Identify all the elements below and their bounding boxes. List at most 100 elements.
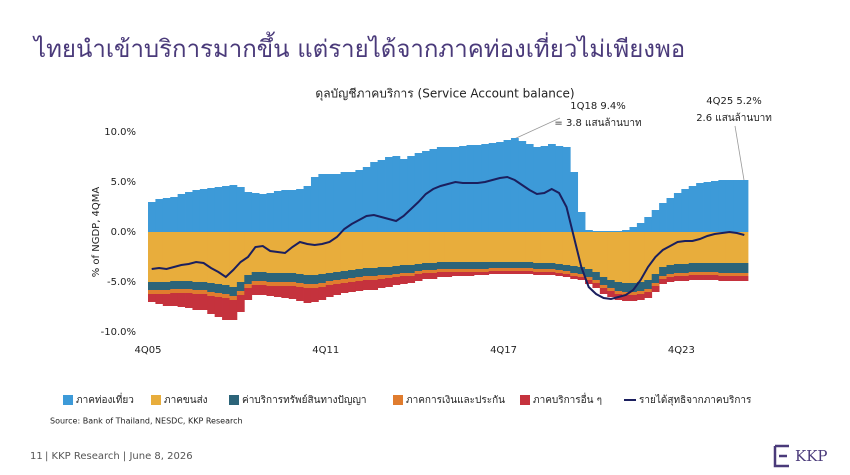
legend-label: ภาคขนส่ง bbox=[164, 395, 208, 406]
bar-segment bbox=[170, 281, 179, 289]
bar-segment bbox=[407, 276, 416, 283]
bar-segment bbox=[296, 287, 304, 301]
bar-segment bbox=[459, 232, 467, 262]
bar-segment bbox=[725, 263, 734, 273]
bar-segment bbox=[303, 275, 312, 284]
bar-segment bbox=[518, 232, 527, 262]
bar-segment bbox=[607, 231, 616, 232]
bar-segment bbox=[207, 283, 216, 292]
bar-segment bbox=[710, 272, 719, 275]
bar-segment bbox=[392, 232, 401, 266]
bar-segment bbox=[592, 232, 601, 272]
bar-segment bbox=[177, 232, 186, 281]
bar-segment bbox=[377, 267, 386, 275]
y-tick-label: -5.0% bbox=[107, 277, 136, 288]
bar-segment bbox=[318, 174, 327, 232]
legend-swatch bbox=[393, 395, 403, 405]
bar-segment bbox=[703, 182, 712, 232]
bar-segment bbox=[562, 274, 571, 277]
bar-segment bbox=[222, 294, 230, 298]
bar-segment bbox=[199, 290, 208, 294]
bar-segment bbox=[177, 194, 186, 232]
bar-segment bbox=[725, 232, 734, 263]
legend-swatch bbox=[151, 395, 161, 405]
bar-segment bbox=[666, 232, 675, 265]
bar-segment bbox=[681, 273, 690, 276]
bar-segment bbox=[629, 232, 638, 283]
bar-segment bbox=[296, 274, 304, 283]
bar-segment bbox=[562, 271, 571, 274]
bar-segment bbox=[681, 276, 690, 281]
bar-segment bbox=[599, 285, 608, 288]
bar-segment bbox=[370, 162, 379, 232]
bar-segment bbox=[355, 277, 364, 281]
bar-segment bbox=[644, 217, 653, 232]
bar-segment bbox=[407, 273, 416, 276]
bar-segment bbox=[703, 263, 712, 272]
bar-segment bbox=[636, 282, 645, 291]
bar-segment bbox=[207, 296, 216, 314]
bar-segment bbox=[614, 232, 623, 282]
bar-segment bbox=[481, 262, 490, 269]
bar-segment bbox=[214, 284, 223, 293]
bar-segment bbox=[273, 191, 282, 232]
bar-segment bbox=[370, 232, 379, 268]
bar-segment bbox=[170, 289, 179, 293]
bar-segment bbox=[325, 232, 334, 273]
bar-segment bbox=[629, 283, 638, 292]
chart-title: ดุลบัญชีภาคบริการ (Service Account balan… bbox=[315, 87, 574, 102]
bar-segment bbox=[548, 272, 556, 275]
bar-segment bbox=[733, 180, 741, 232]
legend-label: ภาคบริการอื่น ๆ bbox=[533, 392, 602, 406]
bar-segment bbox=[622, 295, 630, 301]
bar-segment bbox=[466, 269, 475, 272]
bar-segment bbox=[496, 142, 504, 232]
bar-segment bbox=[355, 170, 364, 232]
bar-segment bbox=[370, 280, 379, 290]
bar-segment bbox=[696, 275, 704, 280]
bar-segment bbox=[488, 262, 497, 268]
bar-segment bbox=[718, 232, 727, 263]
bar-segment bbox=[599, 231, 608, 232]
bar-segment bbox=[473, 262, 482, 269]
bar-segment bbox=[710, 275, 719, 280]
bar-segment bbox=[385, 278, 393, 287]
bar-segment bbox=[696, 183, 704, 232]
bar-segment bbox=[414, 271, 423, 274]
bar-segment bbox=[614, 282, 623, 291]
bar-segment bbox=[577, 212, 586, 232]
bar-segment bbox=[585, 232, 593, 269]
bar-segment bbox=[162, 290, 171, 294]
bar-segment bbox=[348, 232, 356, 270]
bar-segment bbox=[148, 294, 156, 302]
bar-segment bbox=[488, 268, 497, 271]
bar-segment bbox=[503, 140, 512, 232]
bar-segment bbox=[162, 232, 171, 282]
bar-segment bbox=[310, 275, 319, 284]
bar-segment bbox=[185, 289, 193, 293]
bar-segment bbox=[429, 232, 438, 263]
bar-segment bbox=[340, 172, 349, 232]
bar-segment bbox=[666, 198, 675, 232]
bar-segment bbox=[340, 283, 349, 293]
bar-segment bbox=[414, 274, 423, 281]
bar-segment bbox=[599, 277, 608, 285]
x-tick-label: 4Q23 bbox=[668, 345, 695, 356]
bar-segment bbox=[451, 269, 460, 272]
bar-segment bbox=[510, 262, 519, 268]
bar-segment bbox=[229, 232, 238, 287]
y-tick-label: 0.0% bbox=[111, 227, 136, 238]
bar-segment bbox=[155, 282, 164, 290]
bar-segment bbox=[718, 276, 727, 281]
bar-segment bbox=[177, 293, 186, 307]
slide-title: ไทยนำเข้าบริการมากขึ้น แต่รายได้จากภาคท่… bbox=[32, 31, 685, 63]
bar-segment bbox=[444, 232, 453, 262]
bar-segment bbox=[259, 272, 267, 281]
legend-swatch bbox=[520, 395, 530, 405]
legend-label: ค่าบริการทรัพย์สินทางปัญญา bbox=[242, 394, 367, 406]
bar-segment bbox=[592, 231, 601, 232]
bar-segment bbox=[614, 291, 623, 294]
bar-segment bbox=[340, 271, 349, 279]
bar-segment bbox=[636, 232, 645, 282]
bar-segment bbox=[303, 288, 312, 303]
